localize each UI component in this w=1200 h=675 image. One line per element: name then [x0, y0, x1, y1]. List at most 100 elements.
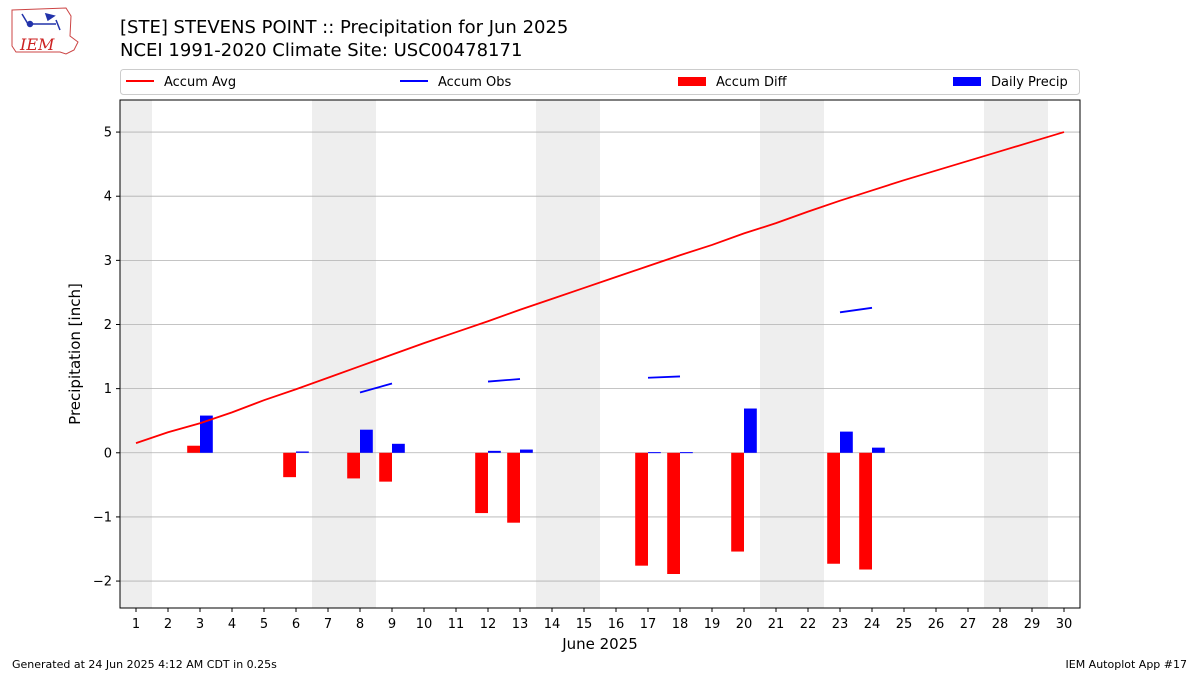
daily-precip-bar [296, 451, 309, 453]
daily-precip-bar [392, 443, 405, 453]
generated-timestamp: Generated at 24 Jun 2025 4:12 AM CDT in … [12, 658, 277, 671]
accum-obs-line-group [359, 306, 873, 394]
legend-item-accum-avg: Accum Avg [126, 75, 236, 90]
x-tick-label: 10 [416, 617, 433, 632]
chart-subtitle: NCEI 1991-2020 Climate Site: USC00478171 [120, 40, 523, 61]
weekend-shade [312, 100, 376, 608]
x-tick-label: 7 [324, 617, 332, 632]
daily-precip-bar [360, 429, 373, 453]
x-tick-label: 11 [448, 617, 465, 632]
y-axis-label: Precipitation [inch] [66, 283, 84, 425]
accum-diff-bar [827, 452, 840, 564]
x-axis-label: June 2025 [561, 635, 638, 653]
x-tick-label: 8 [356, 617, 364, 632]
y-tick-label: 1 [104, 382, 112, 397]
accum-diff-bar [731, 452, 744, 552]
x-tick-label: 30 [1056, 617, 1073, 632]
x-axis: 1 2 3 4 5 6 7 8 9 10 11 12 13 14 15 16 17 18 19 20 21 22 23 24 2… [132, 608, 1072, 632]
accum-diff-bar [283, 452, 296, 478]
accum-avg-line [135, 131, 1065, 445]
weekend-shade [984, 100, 1048, 608]
x-tick-label: 1 [132, 617, 140, 632]
x-tick-label: 5 [260, 617, 268, 632]
legend: Accum Avg Accum Obs Accum Diff Daily Precip [120, 69, 1080, 95]
legend-item-accum-diff: Accum Diff [678, 75, 788, 90]
daily-precip-bar [648, 452, 661, 454]
y-tick-label: 3 [104, 254, 112, 269]
x-tick-label: 22 [800, 617, 817, 632]
accum-diff-bar [507, 452, 520, 523]
daily-precip-bar [872, 447, 885, 453]
accum-obs-line [647, 375, 681, 379]
plot-frame [119, 99, 1081, 609]
y-tick-label: 0 [104, 446, 112, 461]
legend-swatch [678, 77, 706, 86]
x-tick-label: 3 [196, 617, 204, 632]
daily-precip-bar [840, 431, 853, 453]
legend-label: Accum Avg [164, 75, 236, 90]
x-tick-label: 21 [768, 617, 785, 632]
daily-precip-bar [488, 450, 501, 453]
y-tick-label: 2 [104, 318, 112, 333]
daily-precip-bar [200, 415, 213, 453]
accum-diff-bar [379, 452, 392, 482]
daily-precip-bar [520, 449, 533, 453]
logo-text: IEM [19, 35, 55, 54]
accum-diff-bars [187, 445, 872, 575]
x-tick-label: 12 [480, 617, 497, 632]
x-tick-label: 29 [1024, 617, 1041, 632]
legend-label: Accum Obs [438, 75, 511, 90]
x-tick-label: 17 [640, 617, 657, 632]
x-tick-label: 25 [896, 617, 913, 632]
app-credit: IEM Autoplot App #17 [1065, 658, 1188, 671]
x-tick-label: 15 [576, 617, 593, 632]
x-tick-label: 14 [544, 617, 561, 632]
accum-diff-bar [187, 445, 200, 453]
legend-item-daily-precip: Daily Precip [953, 75, 1068, 90]
accum-diff-bar [859, 452, 872, 570]
y-tick-label: 5 [104, 126, 112, 141]
weekend-shade [120, 100, 152, 608]
x-tick-label: 9 [388, 617, 396, 632]
legend-label: Daily Precip [991, 75, 1068, 90]
accum-avg-line-group [135, 131, 1065, 445]
chart-title: [STE] STEVENS POINT :: Precipitation for… [120, 17, 569, 38]
accum-obs-line [487, 378, 521, 383]
x-tick-label: 4 [228, 617, 236, 632]
x-tick-label: 23 [832, 617, 849, 632]
weekend-shade [760, 100, 824, 608]
y-grid [120, 131, 1080, 582]
legend-box [120, 69, 1080, 95]
y-tick-label: −2 [93, 575, 112, 590]
x-tick-label: 27 [960, 617, 977, 632]
y-tick-label: −1 [93, 510, 112, 525]
iem-logo: IEM [11, 7, 79, 55]
x-tick-label: 26 [928, 617, 945, 632]
accum-diff-bar [347, 452, 360, 479]
legend-label: Accum Diff [716, 75, 788, 90]
legend-item-accum-obs: Accum Obs [400, 75, 511, 90]
daily-precip-bars [200, 408, 885, 454]
x-tick-label: 19 [704, 617, 721, 632]
x-tick-label: 20 [736, 617, 753, 632]
accum-obs-line [839, 306, 873, 314]
x-tick-label: 16 [608, 617, 625, 632]
x-tick-label: 6 [292, 617, 300, 632]
y-tick-label: 4 [104, 190, 112, 205]
accum-diff-bar [475, 452, 488, 514]
daily-precip-bar [680, 452, 693, 454]
y-axis: −2 −1 0 1 2 3 4 5 [93, 126, 120, 590]
x-tick-label: 2 [164, 617, 172, 632]
x-tick-label: 24 [864, 617, 881, 632]
legend-swatch [953, 77, 981, 86]
daily-precip-bar [744, 408, 757, 453]
accum-diff-bar [667, 452, 680, 575]
x-tick-label: 13 [512, 617, 529, 632]
accum-obs-line [359, 382, 393, 394]
weekend-shading [120, 100, 1048, 608]
accum-diff-bar [635, 452, 648, 566]
x-tick-label: 18 [672, 617, 689, 632]
x-tick-label: 28 [992, 617, 1009, 632]
weekend-shade [536, 100, 600, 608]
